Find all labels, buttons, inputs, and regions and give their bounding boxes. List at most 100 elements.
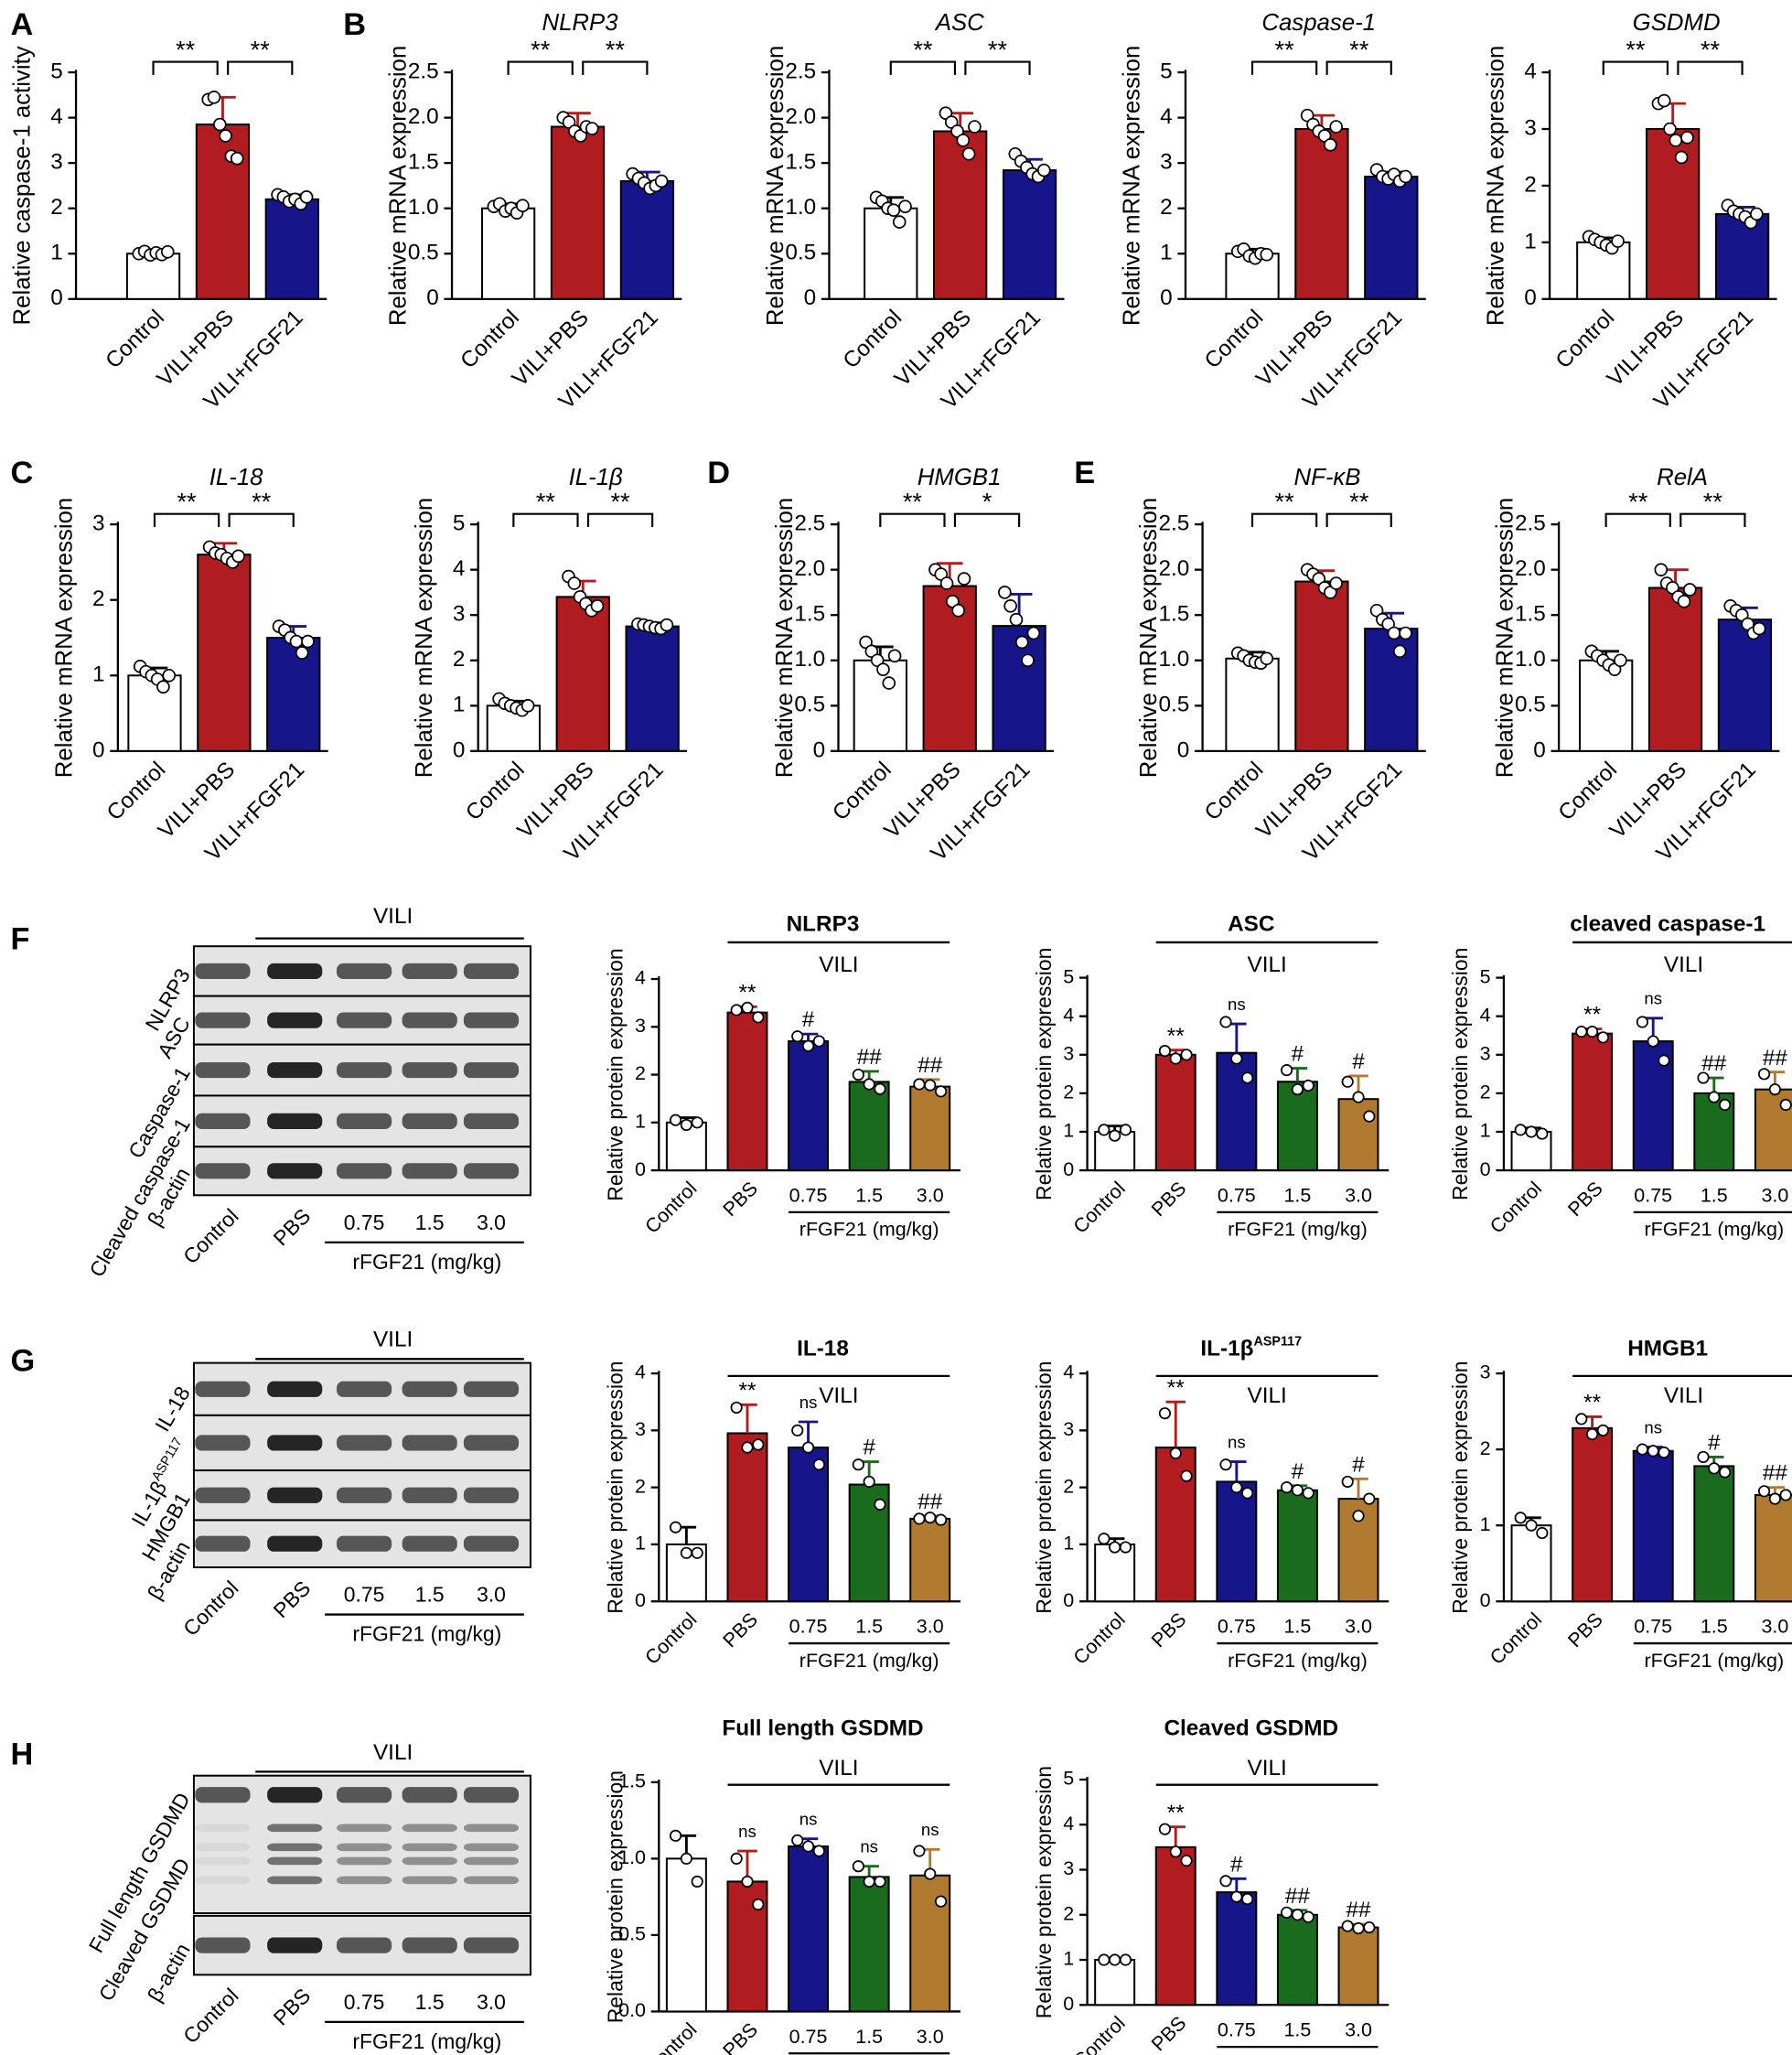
lane-label: 3.0 [477, 1583, 506, 1607]
significance-label: ** [176, 35, 196, 63]
blot-band [337, 1937, 392, 1953]
bar [726, 1011, 768, 1172]
data-point [791, 1424, 804, 1436]
x-tick-label: Control [102, 758, 171, 826]
y-tick-label: 2.0 [408, 104, 439, 129]
bar [788, 1039, 830, 1172]
y-tick-label: 0 [1480, 1158, 1491, 1180]
data-point [1180, 1049, 1193, 1061]
blot-band [195, 1012, 251, 1028]
bar [1579, 659, 1634, 752]
error-bar [564, 112, 591, 127]
bar [909, 1874, 951, 2013]
y-tick-label: 2.0 [1158, 556, 1189, 581]
chart-title-text: NLRP3 [787, 912, 860, 937]
blot-band [463, 1061, 520, 1079]
chart-title: NLRP3 [542, 10, 618, 36]
y-tick-label: 0.0 [618, 1999, 646, 2021]
y-tick-label: 3 [1480, 1042, 1491, 1064]
y-tick-label: 3 [1160, 150, 1173, 175]
x-tick-label: 0.75 [1218, 1184, 1256, 1206]
significance-label: # [1292, 1459, 1304, 1484]
significance-bracket [1325, 60, 1392, 75]
y-tick-label: 4 [635, 967, 646, 989]
data-point [1682, 583, 1697, 597]
significance-label: ## [1285, 1884, 1311, 1909]
data-point [1026, 626, 1041, 640]
data-point [1003, 598, 1017, 613]
bar [1646, 127, 1701, 300]
data-point [1037, 163, 1051, 178]
blot-band [195, 1824, 251, 1833]
data-point [1021, 653, 1035, 668]
y-tick-label: 0 [813, 737, 826, 762]
data-point [1719, 1466, 1732, 1479]
bar [788, 1447, 830, 1603]
data-point [1119, 1953, 1132, 1966]
data-point [1636, 1016, 1648, 1028]
y-tick-label: 4 [50, 104, 63, 129]
x-tick-label: PBS [1563, 1178, 1606, 1221]
bar [127, 674, 182, 752]
blot-band [402, 1876, 457, 1885]
blot-band [337, 1843, 392, 1852]
y-tick-label: 5 [1063, 1768, 1074, 1790]
x-tick-label: 0.75 [1634, 1184, 1672, 1206]
data-point [791, 1030, 804, 1043]
y-tick-label: 1.5 [1515, 602, 1546, 627]
significance-label: # [1352, 1452, 1365, 1477]
blot-band [195, 1163, 251, 1179]
bar [1276, 1489, 1318, 1603]
y-tick-label: 1.0 [794, 647, 825, 672]
data-point [1098, 1533, 1111, 1545]
y-tick-label: 0 [92, 737, 105, 762]
bar [480, 207, 536, 300]
y-tick-label: 0 [635, 1589, 646, 1611]
blot-band [337, 1856, 392, 1866]
data-point [874, 1082, 886, 1095]
chart-title-text: NLRP3 [542, 10, 618, 36]
significance-label: ## [917, 1490, 943, 1514]
y-tick-label: 5 [1063, 965, 1074, 987]
data-point [1158, 1407, 1172, 1420]
data-point [957, 572, 971, 586]
bar [264, 198, 319, 300]
y-tick-label: 3 [1063, 1857, 1074, 1879]
data-point [207, 91, 221, 104]
significance-label: ** [738, 980, 756, 1005]
data-point [1363, 1110, 1376, 1123]
significance-bracket [1325, 512, 1392, 527]
y-tick-label: 0 [50, 285, 63, 310]
data-point [1658, 1054, 1670, 1067]
bar [1294, 127, 1349, 300]
x-tick-label: 3.0 [1761, 1184, 1788, 1206]
chart-title-text: Caspase-1 [1261, 10, 1376, 36]
data-point [1779, 1098, 1792, 1112]
bar [1337, 1098, 1379, 1172]
data-point [654, 174, 669, 188]
chart-title-text: Cleaved GSDMD [1164, 1716, 1338, 1741]
blot-band [402, 1487, 457, 1503]
blot-band [337, 1381, 392, 1397]
blot-band [195, 1113, 251, 1129]
lane-label: Control [178, 1204, 243, 1269]
y-axis-label: Relative protein expression [1448, 948, 1472, 1200]
significance-label: ns [921, 1820, 939, 1839]
data-point [1302, 1910, 1314, 1923]
bar [1693, 1465, 1735, 1603]
data-point [863, 1475, 875, 1488]
y-tick-label: 1.5 [1158, 602, 1189, 627]
data-point [1324, 138, 1337, 152]
data-point [801, 1840, 815, 1853]
data-point [887, 649, 902, 663]
chart-title: HMGB1 [917, 465, 1002, 490]
x-tick-label: Control [641, 1178, 702, 1238]
data-point [1663, 122, 1677, 136]
y-tick-label: 1 [1160, 241, 1173, 265]
data-point [160, 244, 175, 259]
data-point [1514, 1124, 1527, 1136]
bar [619, 179, 675, 300]
blot-band [195, 1876, 251, 1885]
dose-label: rFGF21 (mg/kg) [1228, 1219, 1368, 1241]
data-point [752, 1011, 765, 1024]
